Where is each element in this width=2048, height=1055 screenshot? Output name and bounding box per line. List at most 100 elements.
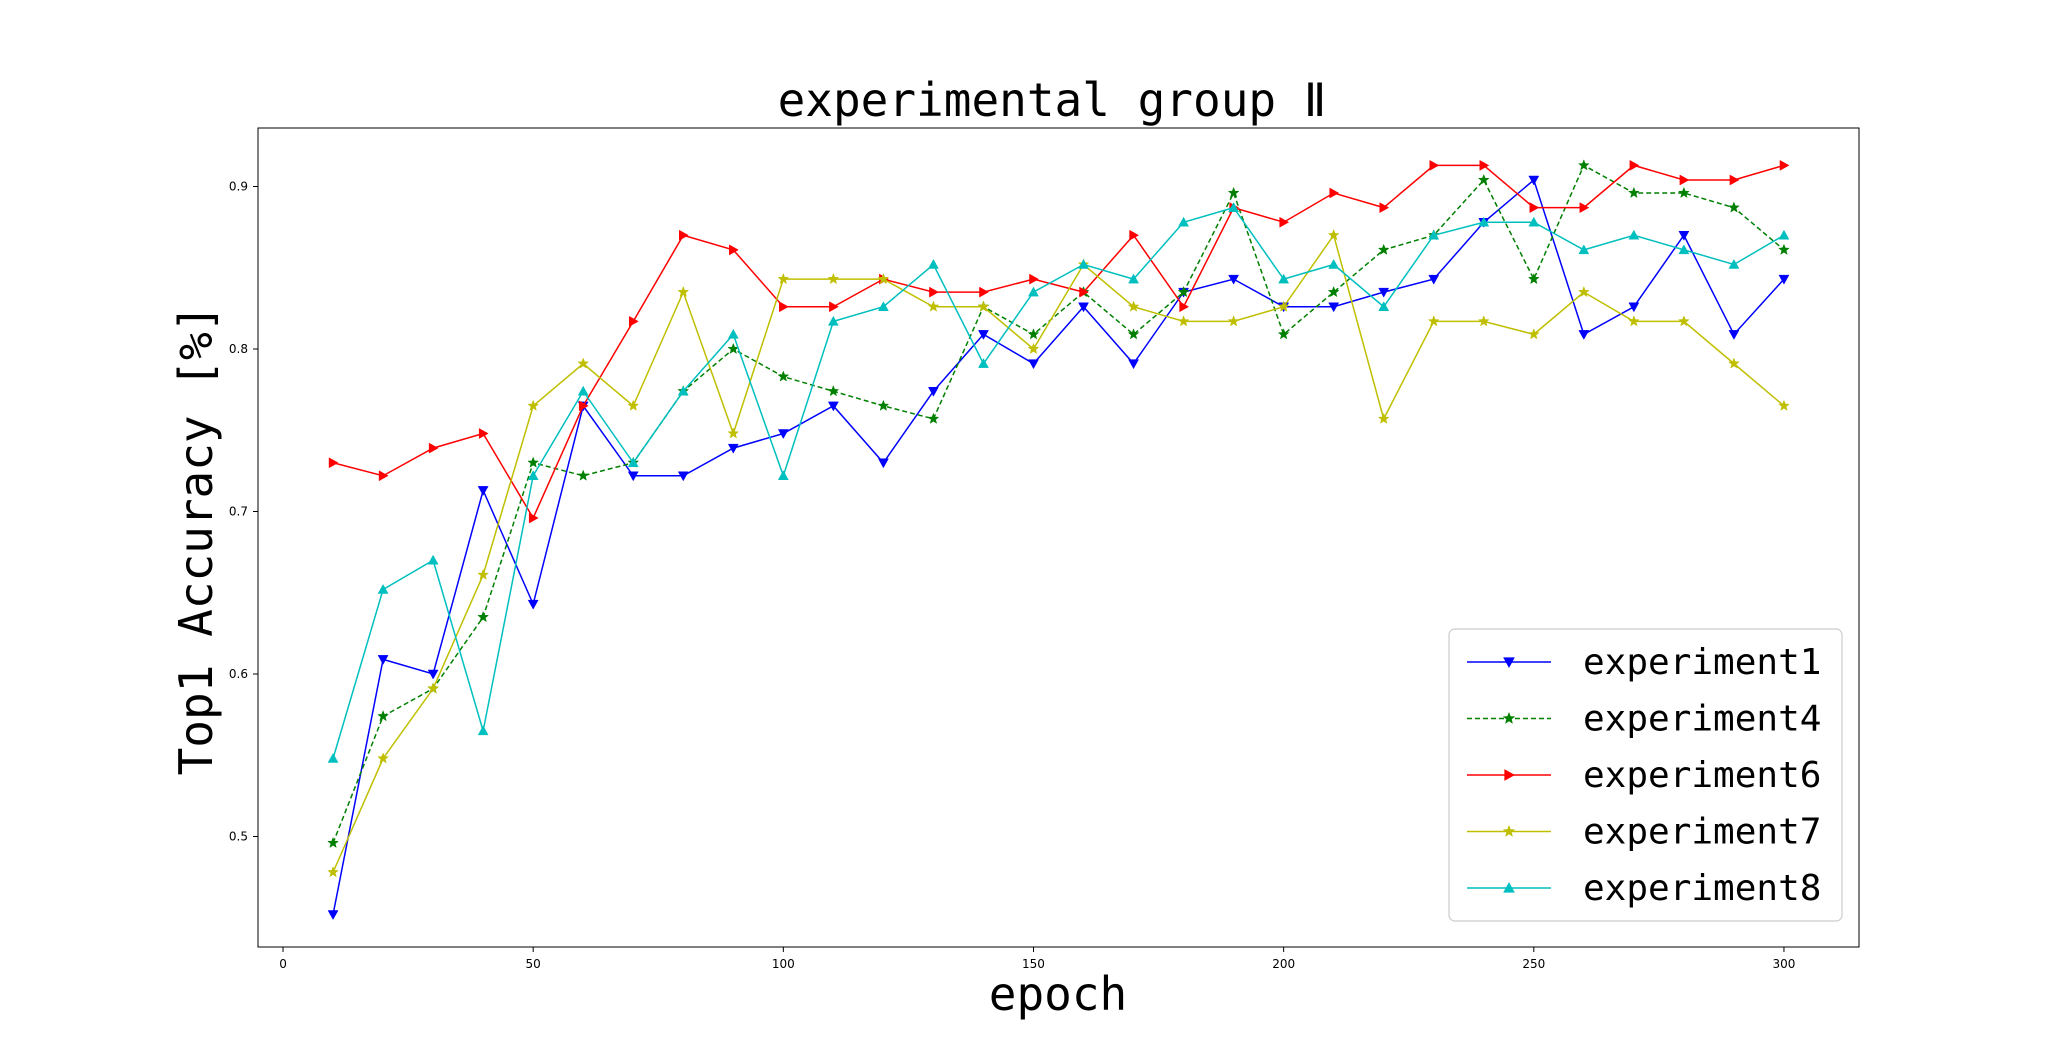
data-point xyxy=(1578,330,1590,340)
data-point xyxy=(1027,328,1040,340)
data-point xyxy=(827,315,839,326)
data-point xyxy=(1177,315,1190,327)
data-point xyxy=(1078,258,1089,269)
data-point xyxy=(1028,286,1039,297)
data-point xyxy=(1327,229,1340,241)
data-point xyxy=(978,358,989,368)
legend-marker xyxy=(1504,769,1516,781)
series-line xyxy=(332,206,1785,759)
data-point xyxy=(727,427,740,439)
data-point xyxy=(1778,399,1790,411)
data-point xyxy=(477,568,490,580)
data-point xyxy=(1477,315,1490,327)
data-point xyxy=(827,385,840,397)
data-point xyxy=(777,370,790,382)
data-point xyxy=(1728,357,1740,369)
data-point xyxy=(1127,300,1140,312)
x-tick-label: 50 xyxy=(526,957,541,971)
y-tick-label: 0.5 xyxy=(229,830,248,844)
data-point xyxy=(1477,173,1490,186)
legend: experiment1 experiment4 experiment6 experim… xyxy=(1448,628,1843,922)
legend-marker xyxy=(1502,711,1516,724)
series-line xyxy=(332,164,1785,520)
legend-marker xyxy=(1503,881,1515,893)
data-point xyxy=(1628,229,1640,240)
data-point xyxy=(927,258,939,269)
data-point xyxy=(677,285,690,298)
series-line xyxy=(332,233,1785,873)
legend-item: experiment1 xyxy=(1467,642,1821,683)
data-point xyxy=(1778,274,1790,285)
data-point xyxy=(527,470,539,480)
data-point xyxy=(627,457,639,467)
x-tick-label: 300 xyxy=(1773,957,1796,971)
data-point xyxy=(1228,202,1240,212)
data-point xyxy=(377,752,389,764)
data-point xyxy=(1329,187,1340,199)
legend-item: experiment6 xyxy=(1467,755,1821,796)
data-point xyxy=(1029,273,1039,285)
data-point xyxy=(477,610,490,623)
data-point xyxy=(527,599,539,610)
data-point xyxy=(628,315,639,327)
x-tick-label: 200 xyxy=(1272,957,1295,971)
data-point xyxy=(428,442,439,454)
data-point xyxy=(527,399,540,411)
legend-label: experiment1 xyxy=(1583,642,1821,683)
series-experiment6 xyxy=(328,159,1790,524)
data-point xyxy=(1228,274,1240,285)
legend-item: experiment8 xyxy=(1467,868,1821,909)
plot-area xyxy=(327,159,1790,921)
data-point xyxy=(328,457,339,469)
data-point xyxy=(1578,244,1590,255)
data-point xyxy=(627,399,640,411)
data-point xyxy=(977,300,990,312)
data-point xyxy=(727,443,739,454)
data-point xyxy=(1678,244,1690,255)
data-point xyxy=(427,554,439,565)
series-experiment8 xyxy=(327,202,1790,763)
data-point xyxy=(1128,273,1139,284)
data-point xyxy=(877,272,890,285)
data-point xyxy=(1327,285,1340,298)
data-point xyxy=(1079,286,1090,298)
data-point xyxy=(677,385,689,396)
series-line xyxy=(332,164,1785,844)
data-point xyxy=(427,682,440,694)
data-point xyxy=(777,470,789,480)
data-point xyxy=(327,910,339,921)
data-point xyxy=(1429,159,1440,171)
data-point xyxy=(1279,216,1290,228)
data-point xyxy=(1277,300,1290,312)
data-point xyxy=(1627,315,1640,327)
data-point xyxy=(1227,186,1240,199)
data-point xyxy=(1579,202,1590,214)
data-point xyxy=(1628,302,1640,313)
data-point xyxy=(578,400,589,412)
data-point xyxy=(1377,243,1390,255)
data-point xyxy=(927,387,939,397)
data-point xyxy=(779,301,789,313)
y-tick-label: 0.8 xyxy=(229,342,248,356)
data-point xyxy=(1577,159,1590,171)
data-point xyxy=(1127,328,1140,340)
data-point xyxy=(378,470,389,482)
data-point xyxy=(877,301,889,311)
y-axis-label: Top1 Accuracy [%] xyxy=(169,305,223,776)
data-point xyxy=(1177,285,1190,298)
legend-label: experiment8 xyxy=(1583,868,1821,909)
x-tick-label: 100 xyxy=(772,957,795,971)
legend-label: experiment6 xyxy=(1583,755,1821,796)
data-point xyxy=(1627,186,1640,199)
data-point xyxy=(327,866,339,878)
data-point xyxy=(877,399,890,411)
plot-frame xyxy=(257,127,1860,948)
legend-item: experiment7 xyxy=(1467,812,1821,853)
x-tick-label: 150 xyxy=(1022,957,1045,971)
x-axis: 0 50 100 150 200 250 300 xyxy=(279,947,1795,971)
data-point xyxy=(1728,201,1740,213)
x-tick-label: 0 xyxy=(279,957,287,971)
data-point xyxy=(627,471,639,482)
data-point xyxy=(1528,175,1540,186)
